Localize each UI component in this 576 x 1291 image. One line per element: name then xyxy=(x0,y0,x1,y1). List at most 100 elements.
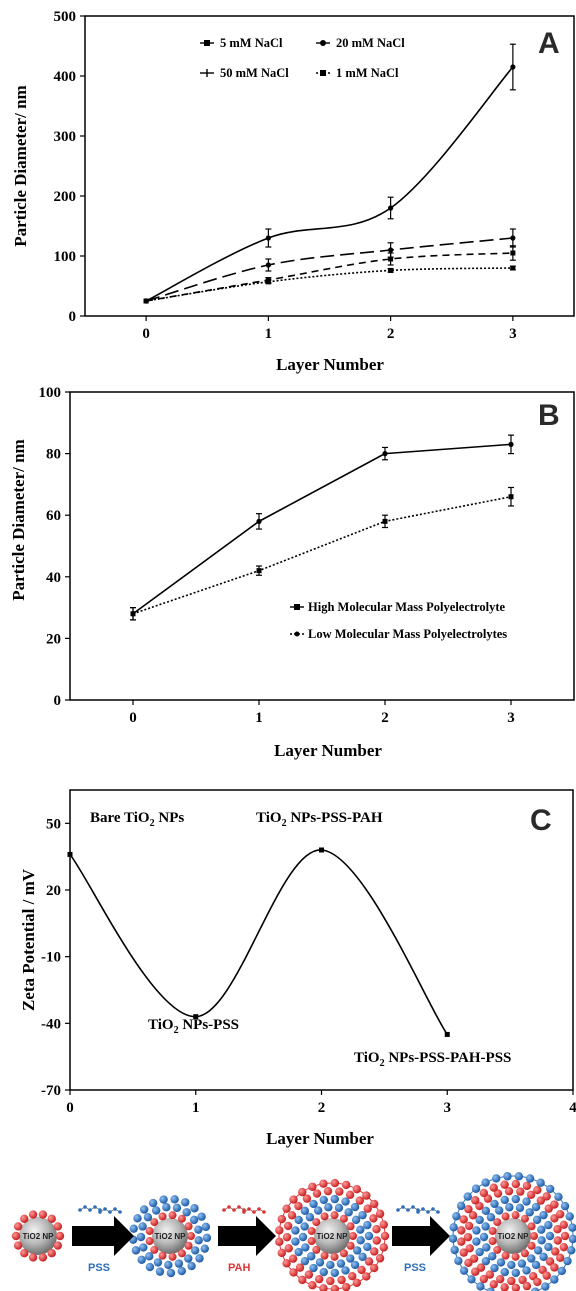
chain-bead xyxy=(232,1208,236,1212)
charge-bead xyxy=(544,1242,553,1252)
legend-item: 20 mM NaCl xyxy=(316,36,405,50)
charge-bead xyxy=(337,1275,346,1285)
charge-bead xyxy=(554,1192,563,1202)
panel-b-frame xyxy=(69,391,575,701)
chain-bead xyxy=(262,1210,266,1214)
charge-bead xyxy=(13,1241,23,1250)
step-label-pss: PSS xyxy=(88,1262,110,1274)
chain-bead xyxy=(247,1207,251,1211)
charge-bead xyxy=(55,1231,65,1241)
panel-b-xlabel: Layer Number xyxy=(274,741,382,760)
charge-bead xyxy=(131,1246,141,1255)
charge-bead xyxy=(277,1214,286,1224)
charge-bead xyxy=(481,1222,490,1231)
charge-bead xyxy=(488,1252,497,1261)
annotation: TiO2 NPs-PSS-PAH xyxy=(256,810,383,829)
charge-bead xyxy=(302,1194,312,1203)
series-line xyxy=(69,849,448,1035)
charge-bead xyxy=(282,1232,292,1242)
charge-bead xyxy=(145,1252,154,1261)
charge-bead xyxy=(527,1254,536,1263)
charge-bead xyxy=(307,1252,316,1261)
data-point xyxy=(130,611,136,617)
charge-bead xyxy=(364,1231,374,1241)
charge-bead xyxy=(47,1249,56,1258)
y-tick-label: 200 xyxy=(54,189,77,205)
charge-bead xyxy=(364,1257,374,1266)
charge-bead xyxy=(47,1214,56,1223)
charge-bead xyxy=(350,1260,360,1270)
data-point xyxy=(67,851,73,857)
charge-bead xyxy=(184,1254,193,1263)
charge-bead xyxy=(11,1231,21,1241)
charge-bead xyxy=(489,1280,498,1289)
charge-bead xyxy=(177,1249,186,1258)
charge-bead xyxy=(300,1256,310,1266)
charge-bead xyxy=(356,1225,365,1234)
charge-bead xyxy=(28,1253,38,1262)
charge-bead xyxy=(539,1252,548,1262)
charge-bead xyxy=(503,1172,512,1181)
panel-c: C Layer Number Zeta Potential / mV -70 -4… xyxy=(19,789,576,1148)
chain-bead xyxy=(108,1210,112,1214)
y-tick-label: 0 xyxy=(54,693,62,709)
panel-a-ylabel: Particle Diameter/ nm xyxy=(11,85,30,246)
charge-bead xyxy=(362,1191,371,1200)
charge-bead xyxy=(553,1236,562,1245)
data-point xyxy=(508,494,514,500)
charge-bead xyxy=(330,1268,339,1278)
tio2-core xyxy=(19,1217,57,1255)
charge-bead xyxy=(155,1267,165,1276)
charge-bead xyxy=(300,1222,309,1231)
charge-bead xyxy=(369,1199,379,1209)
data-point xyxy=(256,518,262,524)
charge-bead xyxy=(352,1246,362,1255)
series-line xyxy=(132,495,512,615)
charge-bead xyxy=(372,1236,381,1245)
charge-bead xyxy=(277,1248,286,1258)
charge-bead xyxy=(463,1232,473,1242)
charge-bead xyxy=(489,1183,498,1192)
charge-bead xyxy=(355,1196,364,1205)
polyelectrolyte-chain xyxy=(242,1207,266,1214)
charge-bead xyxy=(319,1179,328,1188)
y-tick-label: -70 xyxy=(41,1083,61,1099)
charge-bead xyxy=(294,1247,303,1257)
charge-bead xyxy=(339,1214,348,1223)
charge-bead xyxy=(341,1180,351,1190)
charge-bead xyxy=(137,1255,146,1264)
data-point xyxy=(265,279,271,285)
charge-bead xyxy=(320,1212,329,1221)
charge-bead xyxy=(282,1259,291,1268)
polyelectrolyte-chain xyxy=(396,1205,420,1212)
charge-bead xyxy=(493,1218,502,1227)
charge-bead xyxy=(375,1209,385,1218)
nanoparticle: TiO2 NP xyxy=(275,1178,390,1291)
data-point xyxy=(265,235,271,241)
data-point xyxy=(143,298,149,304)
charge-bead xyxy=(507,1260,516,1270)
layer-by-layer-schematic: TiO2 NP TiO2 NP TiO2 NP TiO2 NP PSS PAH PSS xyxy=(11,1172,576,1291)
charge-bead xyxy=(320,1251,329,1260)
data-point xyxy=(388,256,394,262)
charge-bead xyxy=(330,1178,340,1188)
tio2-core xyxy=(152,1218,188,1254)
charge-bead xyxy=(308,1281,317,1290)
charge-bead xyxy=(295,1263,305,1272)
data-point xyxy=(193,1014,199,1020)
polyelectrolyte-chain xyxy=(222,1205,246,1212)
charge-bead xyxy=(314,1274,324,1284)
chain-bead xyxy=(257,1207,261,1211)
y-tick-label: 80 xyxy=(46,447,61,463)
charge-bead xyxy=(501,1212,510,1221)
charge-bead xyxy=(38,1210,48,1219)
charge-bead xyxy=(145,1237,154,1246)
x-tick-label: 2 xyxy=(381,710,389,726)
charge-bead xyxy=(375,1254,385,1263)
charge-bead xyxy=(464,1221,474,1231)
charge-bead xyxy=(481,1206,491,1216)
x-tick-label: 2 xyxy=(318,1100,326,1116)
x-tick-label: 0 xyxy=(129,710,137,726)
x-tick-label: 1 xyxy=(265,326,273,342)
np-label: TiO2 NP xyxy=(23,1232,55,1241)
